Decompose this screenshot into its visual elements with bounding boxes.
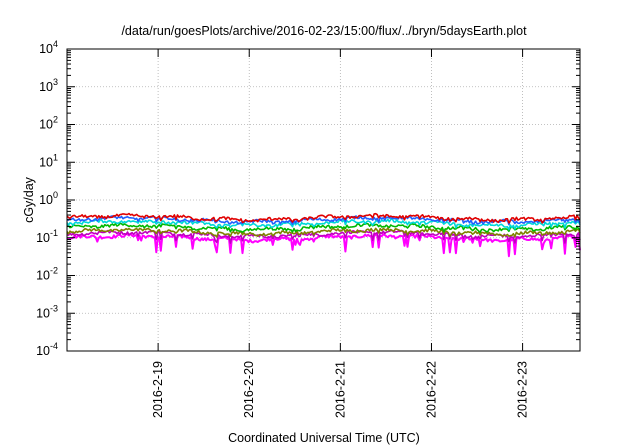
x-axis: 2016-2-19 2016-2-20 2016-2-21 2016-2-22 2016… — [151, 49, 530, 418]
y-tick-label: 10-1 — [36, 228, 58, 245]
y-tick-label: 10-4 — [36, 341, 58, 358]
series-line — [66, 212, 581, 224]
x-tick-label: 2016-2-20 — [242, 361, 256, 418]
x-tick-label: 2016-2-23 — [516, 361, 530, 418]
series-layer — [66, 212, 581, 258]
y-tick-label: 100 — [39, 190, 58, 207]
y-tick-label: 101 — [39, 152, 58, 169]
x-tick-label: 2016-2-22 — [424, 361, 438, 418]
x-axis-label: Coordinated Universal Time (UTC) — [228, 431, 420, 445]
grid — [67, 49, 580, 351]
y-tick-label: 103 — [39, 77, 58, 94]
series-line — [66, 222, 581, 234]
x-tick-label: 2016-2-21 — [333, 361, 347, 418]
y-axis-label: cGy/day — [22, 176, 36, 223]
x-tick-label: 2016-2-19 — [151, 361, 165, 418]
y-tick-label: 10-2 — [36, 266, 58, 283]
plot-frame — [66, 48, 581, 352]
y-tick-label: 102 — [39, 115, 58, 132]
chart-title: /data/run/goesPlots/archive/2016-02-23/1… — [121, 24, 527, 38]
y-tick-label: 104 — [39, 39, 58, 56]
y-tick-label: 10-3 — [36, 303, 58, 320]
series-line — [66, 227, 581, 238]
series-line — [66, 218, 581, 231]
y-axis: 10-4 10-3 10-2 10-1 100 101 102 103 104 — [36, 39, 580, 358]
